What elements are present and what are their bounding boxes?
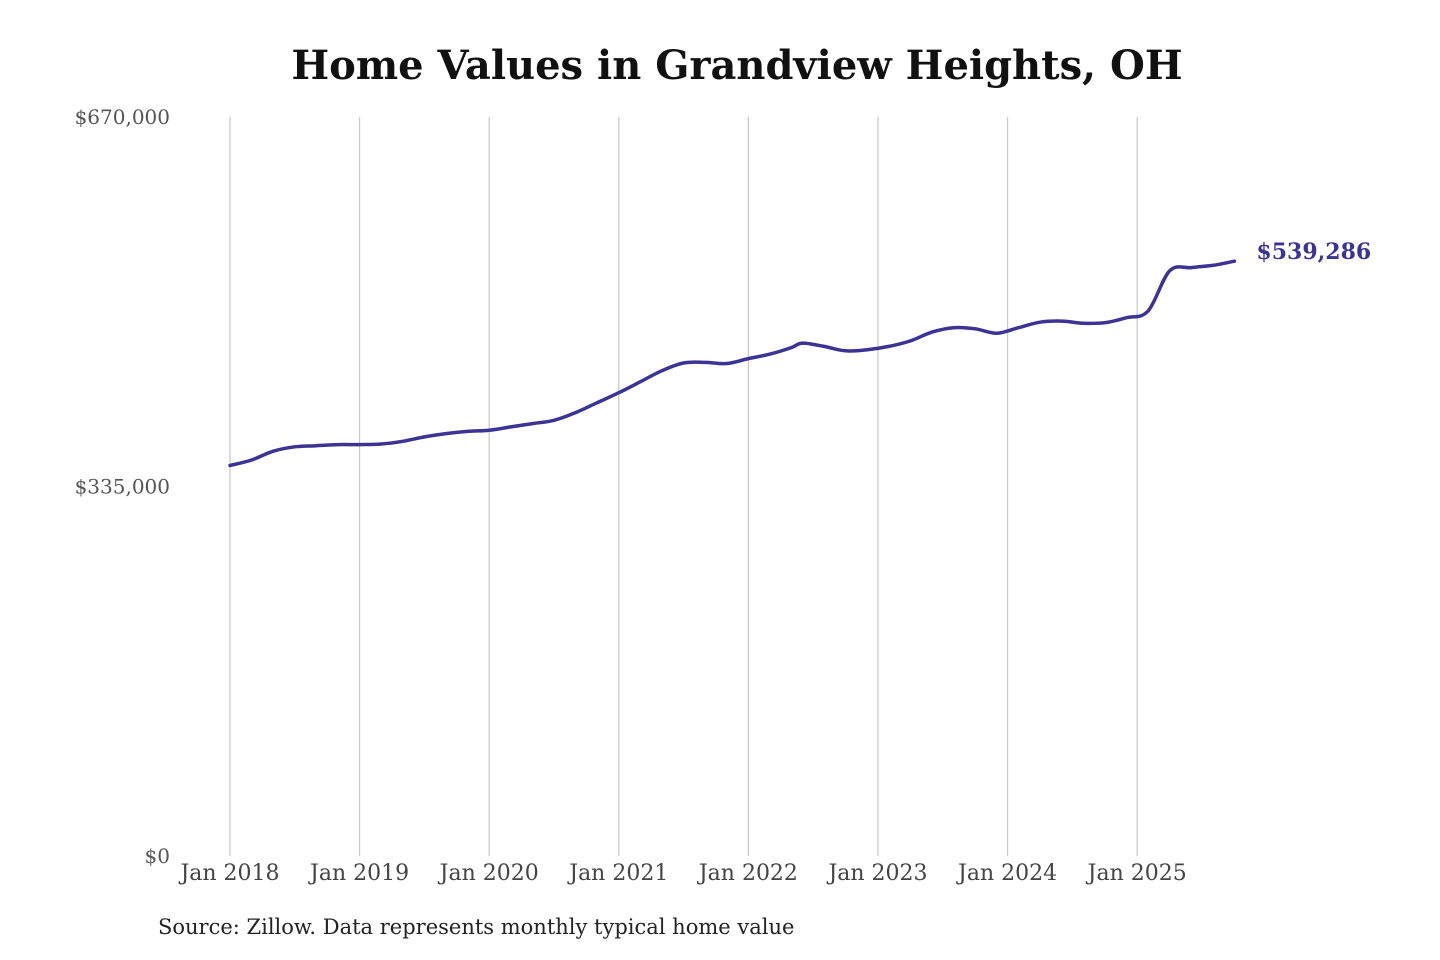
data-point	[1147, 310, 1150, 313]
end-value-label: $539,286	[1256, 239, 1371, 265]
data-point	[337, 443, 340, 446]
data-point	[952, 326, 955, 329]
x-tick-label: Jan 2018	[178, 861, 279, 886]
data-point	[401, 440, 404, 443]
data-point	[423, 435, 426, 438]
data-point	[553, 419, 556, 422]
data-point	[909, 339, 912, 342]
x-tick-label: Jan 2023	[826, 861, 927, 886]
data-point	[293, 445, 296, 448]
x-axis-ticks: Jan 2018 Jan 2019 Jan 2020 Jan 2021 Jan 2022…	[178, 861, 1186, 886]
data-point	[661, 369, 664, 372]
data-point	[1211, 264, 1214, 267]
data-point	[250, 459, 253, 462]
data-point	[229, 464, 232, 467]
y-axis-ticks: $0 $335,000 $670,000	[75, 105, 170, 868]
x-tick-label: Jan 2025	[1086, 861, 1187, 886]
data-point	[790, 346, 793, 349]
data-point	[617, 391, 620, 394]
chart-title: Home Values in Grandview Heights, OH	[291, 42, 1183, 89]
data-point	[844, 349, 847, 352]
data-point	[1103, 321, 1106, 324]
data-point	[639, 380, 642, 383]
source-note: Source: Zillow. Data represents monthly …	[158, 915, 795, 939]
data-point	[358, 443, 361, 446]
data-point	[725, 362, 728, 365]
data-point	[509, 425, 512, 428]
y-tick-label: $0	[145, 844, 170, 868]
data-point	[380, 443, 383, 446]
data-point	[866, 348, 869, 351]
x-tick-label: Jan 2024	[956, 861, 1057, 886]
data-point	[1039, 321, 1042, 324]
series-layer: $539,286	[228, 239, 1371, 468]
data-point	[769, 353, 772, 356]
data-point	[682, 362, 685, 365]
data-point	[1233, 260, 1236, 263]
x-tick-label: Jan 2022	[697, 861, 798, 886]
series-line	[228, 259, 1237, 468]
data-point	[531, 422, 534, 425]
data-point	[704, 361, 707, 364]
y-tick-label: $670,000	[75, 105, 170, 129]
y-tick-label: $335,000	[75, 475, 170, 499]
data-point	[315, 444, 318, 447]
data-point	[995, 332, 998, 335]
data-point	[1168, 269, 1171, 272]
data-point	[1017, 326, 1020, 329]
data-point	[574, 411, 577, 414]
data-point	[1082, 322, 1085, 325]
data-point	[1190, 266, 1193, 269]
data-point	[445, 432, 448, 435]
x-tick-label: Jan 2019	[308, 861, 409, 886]
data-point	[931, 331, 934, 334]
gridlines	[229, 117, 1138, 856]
data-point	[801, 342, 804, 345]
data-point	[488, 429, 491, 432]
data-point	[747, 357, 750, 360]
data-point	[272, 450, 275, 453]
data-point	[823, 345, 826, 348]
x-tick-label: Jan 2021	[567, 861, 668, 886]
data-point	[466, 430, 469, 433]
data-point	[887, 345, 890, 348]
data-point	[974, 327, 977, 330]
x-tick-label: Jan 2020	[438, 861, 539, 886]
data-point	[596, 401, 599, 404]
data-point	[1060, 320, 1063, 323]
data-point	[1125, 316, 1128, 319]
